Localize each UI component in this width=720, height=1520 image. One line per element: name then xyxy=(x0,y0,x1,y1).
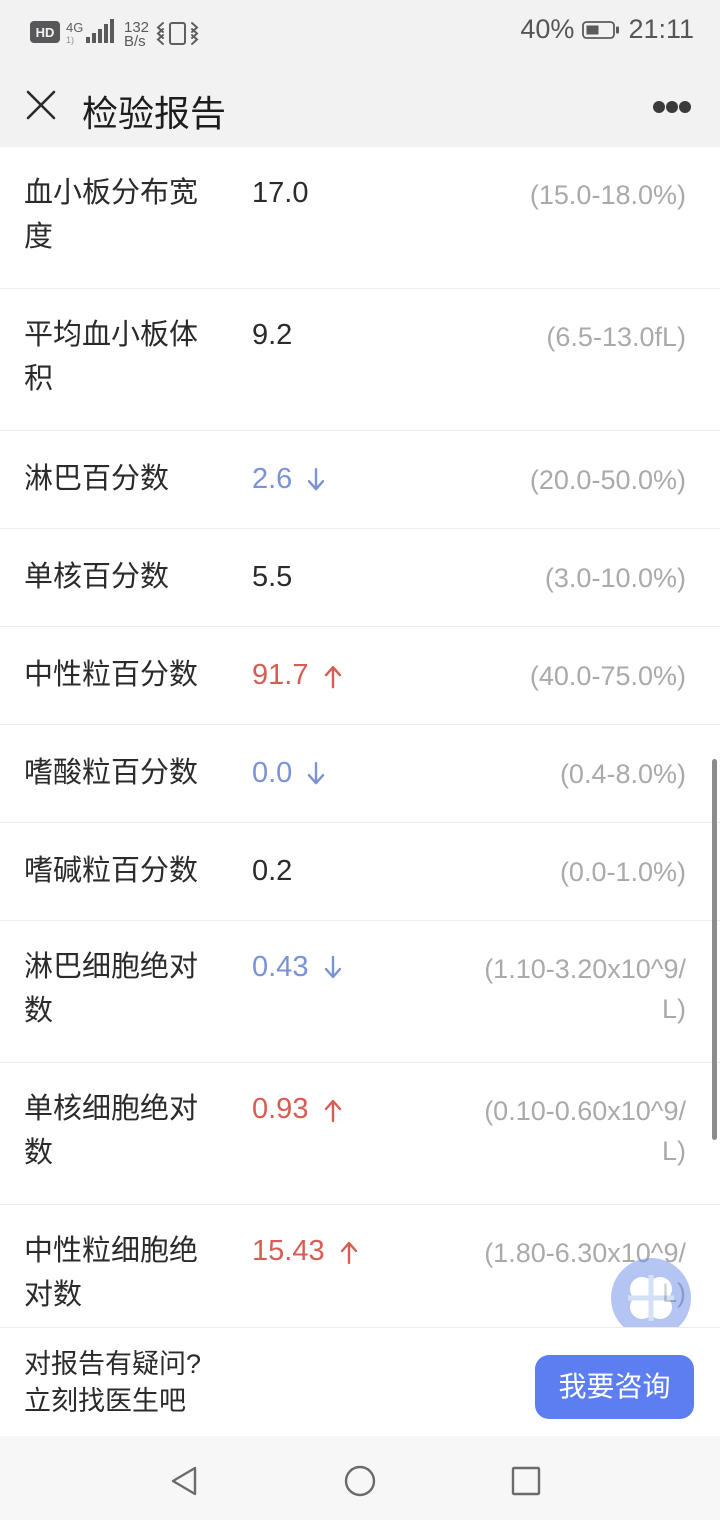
svg-text:B/s: B/s xyxy=(124,33,146,50)
svg-text:1): 1) xyxy=(66,35,74,45)
svg-text:HD: HD xyxy=(36,25,55,40)
svg-text:4G: 4G xyxy=(66,20,83,35)
